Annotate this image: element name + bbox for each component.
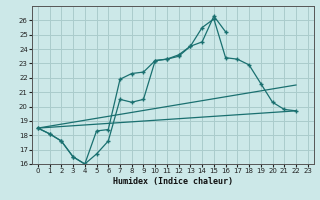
X-axis label: Humidex (Indice chaleur): Humidex (Indice chaleur) — [113, 177, 233, 186]
